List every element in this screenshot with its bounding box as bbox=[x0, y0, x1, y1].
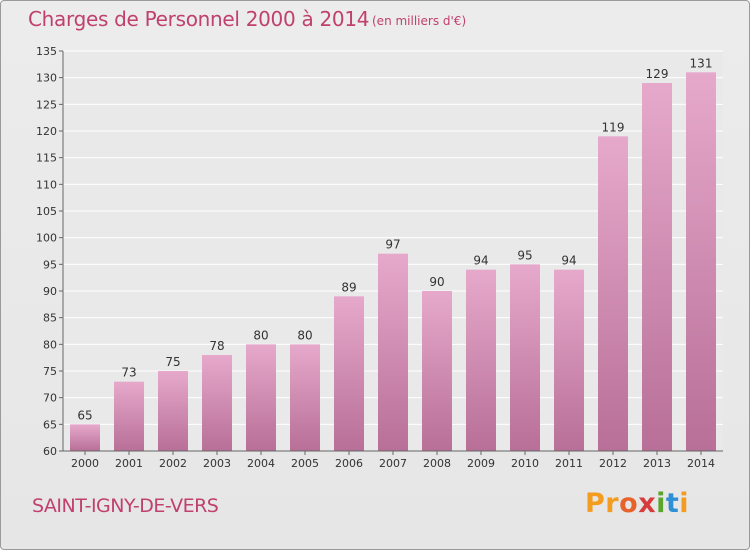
bar-value-label: 119 bbox=[602, 120, 625, 134]
bar-2008 bbox=[422, 291, 452, 451]
x-tick-label: 2010 bbox=[511, 457, 539, 470]
bar-value-label: 78 bbox=[209, 339, 224, 353]
bar-2009 bbox=[466, 269, 496, 451]
y-tick-label: 125 bbox=[36, 98, 57, 111]
town-name: SAINT-IGNY-DE-VERS bbox=[32, 495, 219, 517]
bar-2012 bbox=[598, 136, 628, 452]
x-tick-label: 2000 bbox=[71, 457, 99, 470]
bar-2006 bbox=[334, 296, 364, 451]
bar-value-label: 97 bbox=[385, 238, 400, 252]
y-tick-label: 110 bbox=[36, 178, 57, 191]
bar-value-label: 129 bbox=[646, 67, 669, 81]
bar-value-label: 73 bbox=[121, 366, 136, 380]
x-tick-label: 2001 bbox=[115, 457, 143, 470]
x-tick-label: 2008 bbox=[423, 457, 451, 470]
bar-2001 bbox=[114, 381, 144, 451]
x-tick-label: 2004 bbox=[247, 457, 275, 470]
y-tick-label: 60 bbox=[43, 445, 57, 458]
bar-2005 bbox=[290, 344, 320, 451]
y-tick-label: 75 bbox=[43, 365, 57, 378]
y-tick-label: 95 bbox=[43, 258, 57, 271]
bar-value-label: 65 bbox=[77, 408, 92, 422]
bar-2011 bbox=[554, 269, 584, 451]
x-tick-label: 2013 bbox=[643, 457, 671, 470]
x-tick-label: 2003 bbox=[203, 457, 231, 470]
x-tick-label: 2009 bbox=[467, 457, 495, 470]
y-tick-label: 100 bbox=[36, 232, 57, 245]
bar-2007 bbox=[378, 253, 408, 451]
x-tick-label: 2012 bbox=[599, 457, 627, 470]
y-tick-label: 70 bbox=[43, 392, 57, 405]
logo-letter: x bbox=[638, 488, 657, 519]
logo-letter: r bbox=[605, 488, 620, 519]
bar-value-label: 80 bbox=[297, 328, 312, 342]
x-tick-label: 2014 bbox=[687, 457, 715, 470]
logo-letter: i bbox=[656, 488, 666, 519]
y-tick-label: 130 bbox=[36, 72, 57, 85]
logo-letter: o bbox=[619, 488, 639, 519]
x-tick-label: 2007 bbox=[379, 457, 407, 470]
bar-2014 bbox=[686, 72, 716, 451]
x-tick-label: 2006 bbox=[335, 457, 363, 470]
chart-subtitle: (en milliers d'€) bbox=[372, 14, 467, 28]
y-tick-label: 85 bbox=[43, 312, 57, 325]
bar-value-label: 75 bbox=[165, 355, 180, 369]
bar-value-label: 131 bbox=[690, 56, 713, 70]
axes: 60 65 70 75 80 85 90 95 100 105 110 115 120 125 130 135… bbox=[36, 45, 723, 470]
bar-2010 bbox=[510, 264, 540, 451]
logo-letter: i bbox=[679, 488, 690, 519]
y-tick-label: 90 bbox=[43, 285, 57, 298]
bar-2004 bbox=[246, 344, 276, 451]
bar-value-label: 89 bbox=[341, 280, 356, 294]
y-tick-label: 115 bbox=[36, 152, 57, 165]
y-tick-label: 105 bbox=[36, 205, 57, 218]
bar-value-label: 94 bbox=[561, 254, 576, 268]
bar-value-label: 90 bbox=[429, 275, 444, 289]
x-tick-label: 2002 bbox=[159, 457, 187, 470]
y-tick-label: 65 bbox=[43, 418, 57, 431]
bar-value-label: 94 bbox=[473, 254, 488, 268]
bar-value-label: 80 bbox=[253, 328, 268, 342]
bar-2003 bbox=[202, 355, 232, 451]
bars: 65 73 75 78 80 80 89 97 90 94 95 94 119 129 131 bbox=[70, 56, 716, 452]
logo-letter: t bbox=[665, 488, 680, 519]
x-tick-label: 2005 bbox=[291, 457, 319, 470]
chart-title: Charges de Personnel 2000 à 2014 bbox=[28, 7, 370, 31]
bar-2000 bbox=[70, 424, 100, 451]
bar-2013 bbox=[642, 83, 672, 451]
y-tick-label: 80 bbox=[43, 338, 57, 351]
x-tick-label: 2011 bbox=[555, 457, 583, 470]
proxiti-logo: Proxiti bbox=[585, 488, 689, 519]
logo-letter: P bbox=[585, 488, 606, 519]
y-tick-label: 135 bbox=[36, 45, 57, 58]
y-tick-label: 120 bbox=[36, 125, 57, 138]
bar-value-label: 95 bbox=[517, 248, 532, 262]
bar-2002 bbox=[158, 371, 188, 451]
